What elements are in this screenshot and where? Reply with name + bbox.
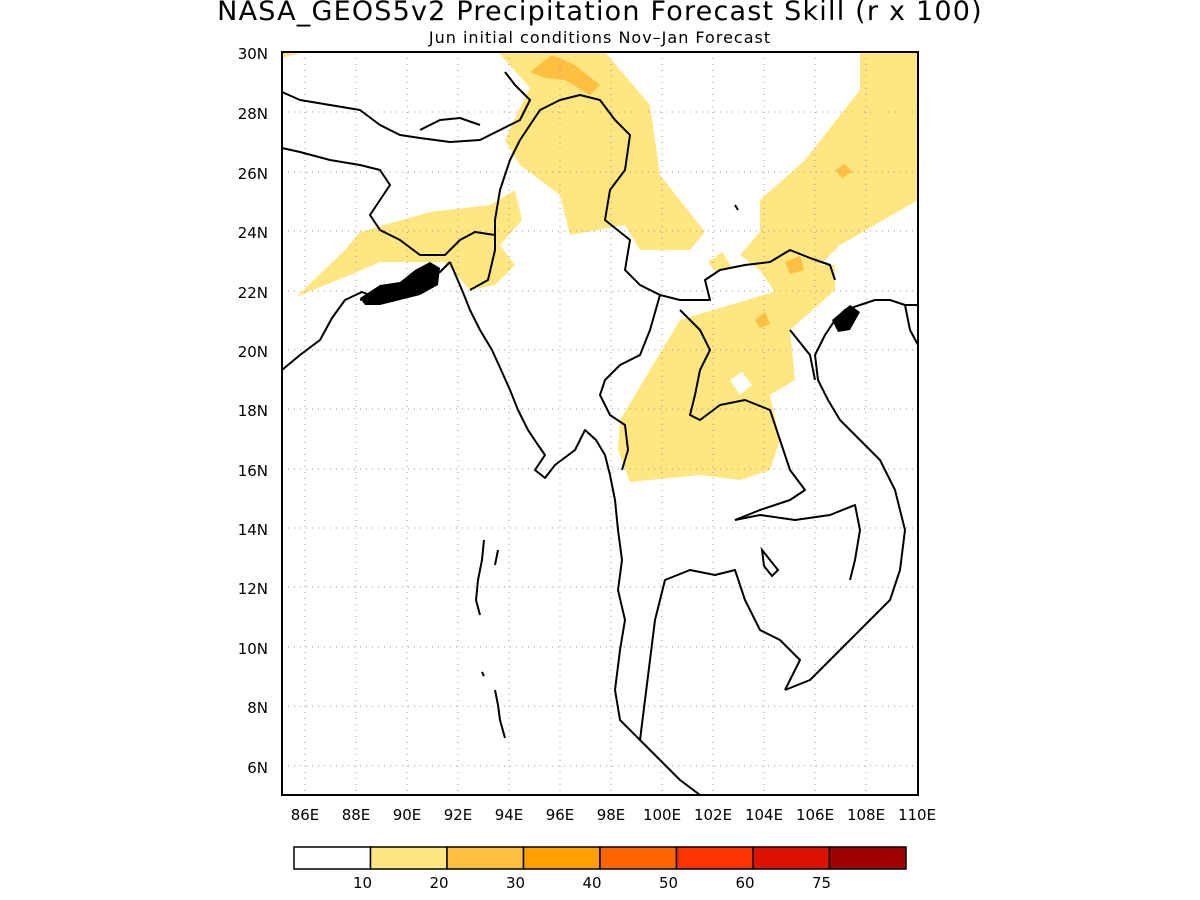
lat-label: 24N: [238, 224, 268, 242]
lat-label: 20N: [238, 343, 268, 361]
map-subtitle: Jun initial conditions Nov–Jan Forecast: [428, 28, 772, 47]
map-frame: [281, 51, 919, 796]
lat-labels: 30N 28N 26N 24N 22N 20N 18N 16N 14N 12N …: [238, 45, 268, 777]
shade-region-20-30-b: [835, 164, 852, 178]
lon-label: 96E: [546, 806, 575, 824]
andaman-islands: [474, 204, 780, 739]
lon-label: 100E: [643, 806, 681, 824]
lon-label: 98E: [597, 806, 626, 824]
colorbar-label: 60: [735, 874, 754, 892]
coastlines-borders: [281, 71, 919, 796]
lat-label: 10N: [238, 640, 268, 658]
lon-label: 90E: [393, 806, 422, 824]
lon-label: 110E: [898, 806, 936, 824]
colorbar-box: [752, 846, 831, 870]
colorbar-label: 50: [659, 874, 678, 892]
colorbar-box: [369, 846, 448, 870]
shade-gap: [730, 372, 752, 395]
shade-region-20-30-d: [755, 312, 770, 328]
sundarbans-coast: [360, 262, 860, 332]
lon-label: 104E: [745, 806, 783, 824]
colorbar-label: 10: [353, 874, 372, 892]
colorbar-label: 30: [506, 874, 525, 892]
skill-shading: [282, 52, 918, 482]
colorbar-label: 20: [429, 874, 448, 892]
lon-label: 108E: [847, 806, 885, 824]
colorbar-labels: 10 20 30 40 50 60 75: [353, 874, 831, 892]
colorbar-box: [522, 846, 601, 870]
lat-label: 26N: [238, 165, 268, 183]
lat-label: 8N: [247, 699, 268, 717]
shade-region-laos-thailand: [618, 265, 835, 482]
lat-label: 12N: [238, 580, 268, 598]
colorbar-boxes: [293, 846, 907, 870]
lat-label: 30N: [238, 45, 268, 63]
lon-label: 86E: [291, 806, 320, 824]
shade-region-20-30-c: [785, 256, 804, 274]
lat-label: 18N: [238, 402, 268, 420]
lat-label: 28N: [238, 105, 268, 123]
colorbar-box: [599, 846, 678, 870]
lon-label: 88E: [342, 806, 371, 824]
colorbar: 10 20 30 40 50 60 75: [293, 846, 907, 892]
lat-label: 22N: [238, 284, 268, 302]
colorbar-box: [675, 846, 754, 870]
lat-label: 16N: [238, 462, 268, 480]
lon-label: 102E: [694, 806, 732, 824]
shade-region-small-west: [282, 52, 305, 58]
shade-region-small-south-china: [708, 252, 732, 272]
lon-label: 94E: [495, 806, 524, 824]
lon-label: 106E: [796, 806, 834, 824]
colorbar-label: 75: [812, 874, 831, 892]
shade-region-north-myanmar: [498, 52, 705, 250]
shade-region-bengal: [296, 190, 522, 297]
shade-region-20-30-a: [530, 55, 600, 95]
lat-label: 14N: [238, 521, 268, 539]
colorbar-box: [446, 846, 525, 870]
shade-region-south-china: [740, 52, 918, 300]
colorbar-box: [828, 846, 907, 870]
lon-label: 92E: [444, 806, 473, 824]
colorbar-label: 40: [582, 874, 601, 892]
lat-label: 6N: [247, 759, 268, 777]
colorbar-box: [293, 846, 372, 870]
grid-lines: [282, 52, 918, 795]
lon-labels: 86E 88E 90E 92E 94E 96E 98E 100E 102E 10…: [291, 806, 936, 824]
map-title: NASA_GEOS5v2 Precipitation Forecast Skil…: [217, 0, 983, 27]
